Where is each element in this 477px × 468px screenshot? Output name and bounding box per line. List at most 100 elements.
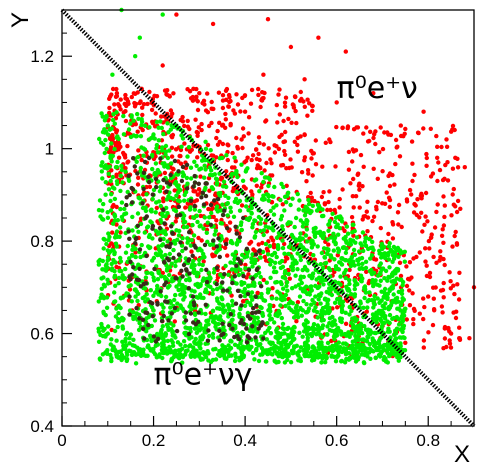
red-point xyxy=(305,113,310,118)
red-point xyxy=(403,340,408,345)
green-point xyxy=(127,256,132,261)
green-point xyxy=(307,290,312,296)
red-point xyxy=(210,21,216,27)
red-point xyxy=(421,338,427,343)
green-point xyxy=(243,169,248,174)
green-point xyxy=(186,145,192,150)
green-point xyxy=(372,293,377,299)
red-point xyxy=(411,317,416,322)
red-point xyxy=(458,206,463,211)
green-point xyxy=(266,287,272,292)
green-point xyxy=(176,185,181,190)
green-point xyxy=(189,350,194,356)
green-point xyxy=(340,245,346,250)
red-point xyxy=(220,105,226,111)
green-point xyxy=(319,318,324,323)
green-point xyxy=(149,220,154,225)
dark-point xyxy=(250,276,255,281)
red-point xyxy=(262,168,267,173)
dark-point xyxy=(154,184,159,190)
green-point xyxy=(282,271,288,276)
green-point xyxy=(310,297,315,303)
red-point xyxy=(449,213,454,218)
green-point xyxy=(96,326,101,331)
red-point xyxy=(349,215,355,220)
green-point xyxy=(101,294,106,299)
red-point xyxy=(327,189,332,194)
dark-point xyxy=(253,335,258,340)
green-point xyxy=(188,165,194,170)
green-point xyxy=(336,340,341,345)
green-point xyxy=(120,273,125,278)
dark-point xyxy=(220,321,225,326)
red-point xyxy=(182,141,187,146)
red-point xyxy=(256,92,261,98)
red-point xyxy=(226,92,232,98)
green-point xyxy=(286,251,291,257)
green-point xyxy=(150,152,155,158)
dark-point xyxy=(186,331,192,337)
dark-point xyxy=(124,202,129,208)
red-point xyxy=(371,214,377,219)
green-point xyxy=(187,207,193,212)
green-point xyxy=(103,350,108,355)
green-point xyxy=(203,139,208,144)
green-point xyxy=(112,218,118,223)
red-point xyxy=(450,127,455,132)
green-point xyxy=(344,350,349,355)
dark-point xyxy=(153,176,159,182)
red-point xyxy=(279,163,284,168)
green-point xyxy=(169,161,174,166)
red-point xyxy=(271,242,277,247)
green-point xyxy=(272,359,278,364)
green-point xyxy=(101,217,106,222)
green-point xyxy=(170,340,175,345)
red-point xyxy=(246,272,251,277)
green-point xyxy=(106,171,111,176)
green-point xyxy=(113,299,118,304)
dark-point xyxy=(150,301,155,306)
dark-point xyxy=(230,326,235,331)
green-point xyxy=(268,262,273,267)
green-point xyxy=(105,215,111,220)
dark-point xyxy=(230,280,235,286)
green-point xyxy=(378,261,383,266)
green-point xyxy=(131,337,136,342)
green-point xyxy=(158,329,164,334)
red-point xyxy=(360,217,365,222)
green-point xyxy=(333,240,338,246)
dark-point xyxy=(172,158,178,164)
red-point xyxy=(404,283,410,289)
dark-point xyxy=(222,208,227,213)
green-point xyxy=(120,180,125,185)
red-point xyxy=(264,118,269,123)
green-point xyxy=(332,257,337,262)
dark-point xyxy=(221,288,226,293)
dark-point xyxy=(234,263,239,268)
red-point xyxy=(125,99,131,104)
green-point xyxy=(273,313,278,318)
red-point xyxy=(152,93,157,99)
green-point xyxy=(159,347,165,353)
dark-point xyxy=(204,267,209,272)
red-point xyxy=(234,135,239,141)
green-point xyxy=(319,313,325,319)
red-point xyxy=(370,218,375,224)
red-point xyxy=(109,327,114,333)
red-point xyxy=(135,129,140,134)
dark-point xyxy=(129,185,134,191)
red-point xyxy=(431,285,436,290)
red-point xyxy=(282,104,288,109)
green-point xyxy=(153,228,159,234)
green-point xyxy=(269,226,274,231)
red-point xyxy=(108,94,113,99)
green-point xyxy=(387,275,392,280)
dark-point xyxy=(134,305,139,311)
dark-point xyxy=(214,265,220,270)
red-point xyxy=(409,275,414,280)
red-point xyxy=(230,150,235,156)
green-point xyxy=(176,258,182,263)
green-point xyxy=(245,299,250,305)
green-point xyxy=(161,344,166,349)
green-point xyxy=(336,232,341,237)
